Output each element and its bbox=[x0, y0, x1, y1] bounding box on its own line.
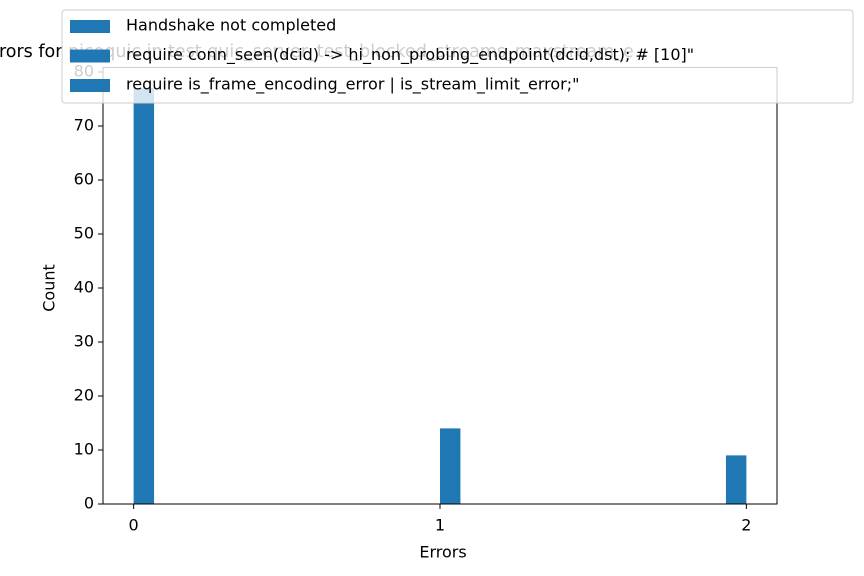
y-tick-label: 50 bbox=[74, 223, 94, 242]
y-tick-label: 10 bbox=[74, 439, 94, 458]
legend-label: require is_frame_encoding_error | is_str… bbox=[126, 75, 580, 95]
y-tick-label: 70 bbox=[74, 115, 94, 134]
legend-swatch bbox=[70, 49, 110, 63]
legend-label: Handshake not completed bbox=[126, 16, 336, 35]
legend-label: require conn_seen(dcid) -> hi_non_probin… bbox=[126, 45, 694, 65]
legend-box bbox=[61, 9, 854, 104]
x-tick-label: 2 bbox=[741, 516, 751, 535]
x-axis-label: Errors bbox=[419, 543, 466, 562]
legend-swatch bbox=[70, 20, 110, 33]
y-tick-label: 40 bbox=[74, 277, 94, 296]
y-tick-label: 0 bbox=[84, 494, 94, 513]
y-axis-label: Count bbox=[40, 264, 59, 312]
x-tick-label: 1 bbox=[435, 516, 445, 535]
y-tick-label: 20 bbox=[74, 385, 94, 404]
x-tick-label: 0 bbox=[129, 516, 139, 535]
bar bbox=[725, 455, 747, 504]
legend-swatch bbox=[70, 79, 110, 92]
bar bbox=[133, 88, 155, 504]
bar bbox=[440, 428, 461, 504]
y-tick-label: 60 bbox=[74, 169, 94, 188]
y-tick-label: 30 bbox=[74, 331, 94, 350]
